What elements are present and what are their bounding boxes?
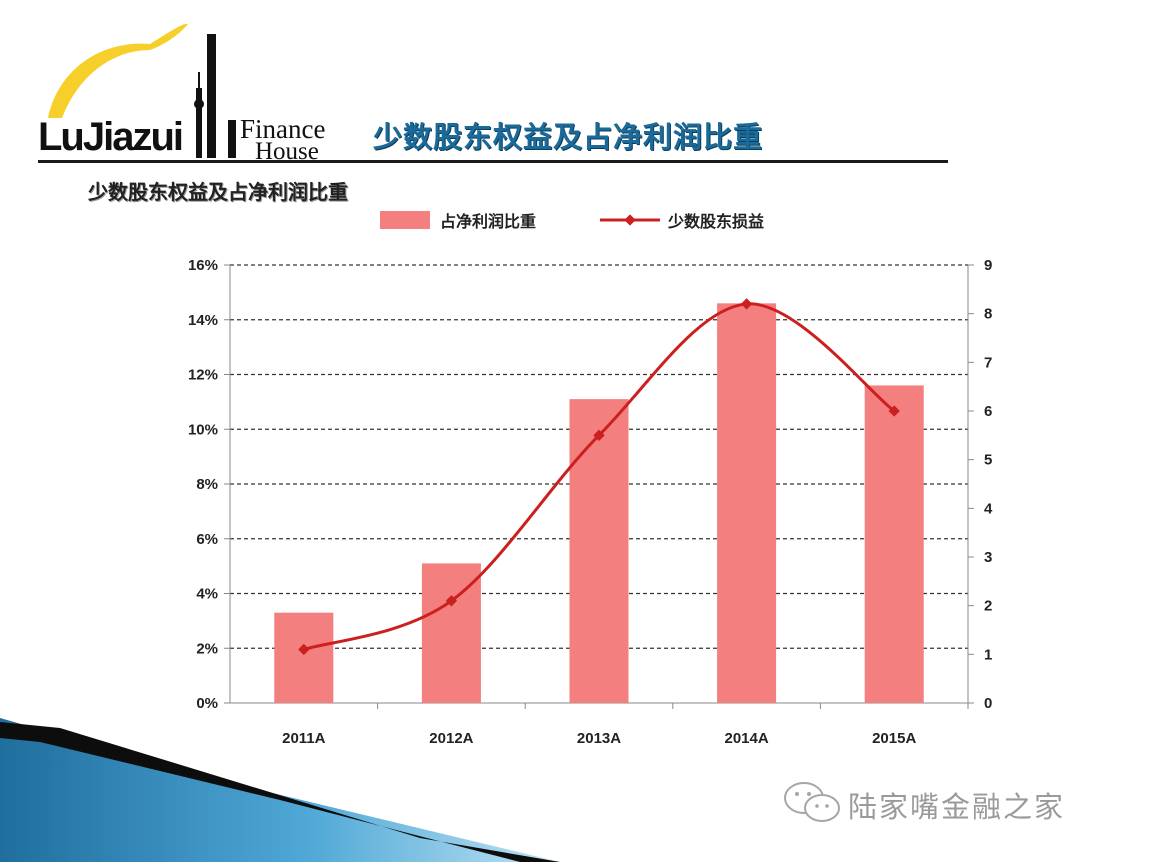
logo-tower-mid [196,88,202,158]
legend-swatch-marker [624,214,636,226]
left-tick-label: 10% [188,421,218,438]
right-tick-label: 9 [984,257,992,274]
logo-word-finance: Finance [240,114,326,144]
line-point [740,298,753,310]
left-tick-label: 6% [196,531,218,548]
right-tick-label: 6 [984,403,992,420]
right-tick-label: 2 [984,598,992,615]
right-tick-label: 4 [984,500,993,517]
left-tick-label: 12% [188,367,218,384]
x-tick-label: 2014A [724,730,768,747]
wechat-icon [784,782,840,822]
right-tick-label: 0 [984,695,992,712]
right-tick-label: 1 [984,646,992,663]
left-tick-label: 2% [196,640,218,657]
chart: 0% 2% 4% 6% 8% 10% 12% 14% 16% 0 1 2 3 4 5 6 7 8 9 2011A 201… [188,211,993,747]
x-tick-label: 2011A [282,730,326,747]
legend-label-bar: 占净利润比重 [440,212,536,231]
line-point [298,643,310,656]
legend-swatch-bar [380,211,430,229]
line-point [445,595,458,607]
bar [569,399,629,703]
right-tick-label: 7 [984,354,992,371]
x-tick-label: 2012A [429,730,473,747]
header-rule [38,160,948,163]
left-tick-label: 0% [196,695,218,712]
left-tick-label: 8% [196,476,218,493]
left-tick-label: 16% [188,257,218,274]
chart-title: 少数股东权益及占净利润比重 [88,180,348,204]
x-tick-label: 2013A [577,730,621,747]
bar [274,612,334,703]
bar [864,385,924,703]
line-point [888,405,900,417]
logo-tower-tall [207,34,216,158]
header-title: 少数股东权益及占净利润比重 [373,120,764,154]
x-tick-label: 2015A [872,730,916,747]
watermark-text: 陆家嘴金融之家 [848,790,1066,824]
right-tick-label: 5 [984,452,992,469]
right-tick-label: 8 [984,306,992,323]
right-tick-label: 3 [984,549,992,566]
left-tick-label: 4% [196,586,218,603]
bar [717,303,777,703]
logo-word-house: House [255,138,319,165]
legend-label-line: 少数股东损益 [667,212,764,231]
line-point [593,429,605,441]
bar [421,563,481,703]
left-tick-label: 14% [188,312,218,329]
logo-swoosh [48,23,188,118]
logo-mark: LuJiazui [38,115,184,159]
logo [48,23,236,158]
